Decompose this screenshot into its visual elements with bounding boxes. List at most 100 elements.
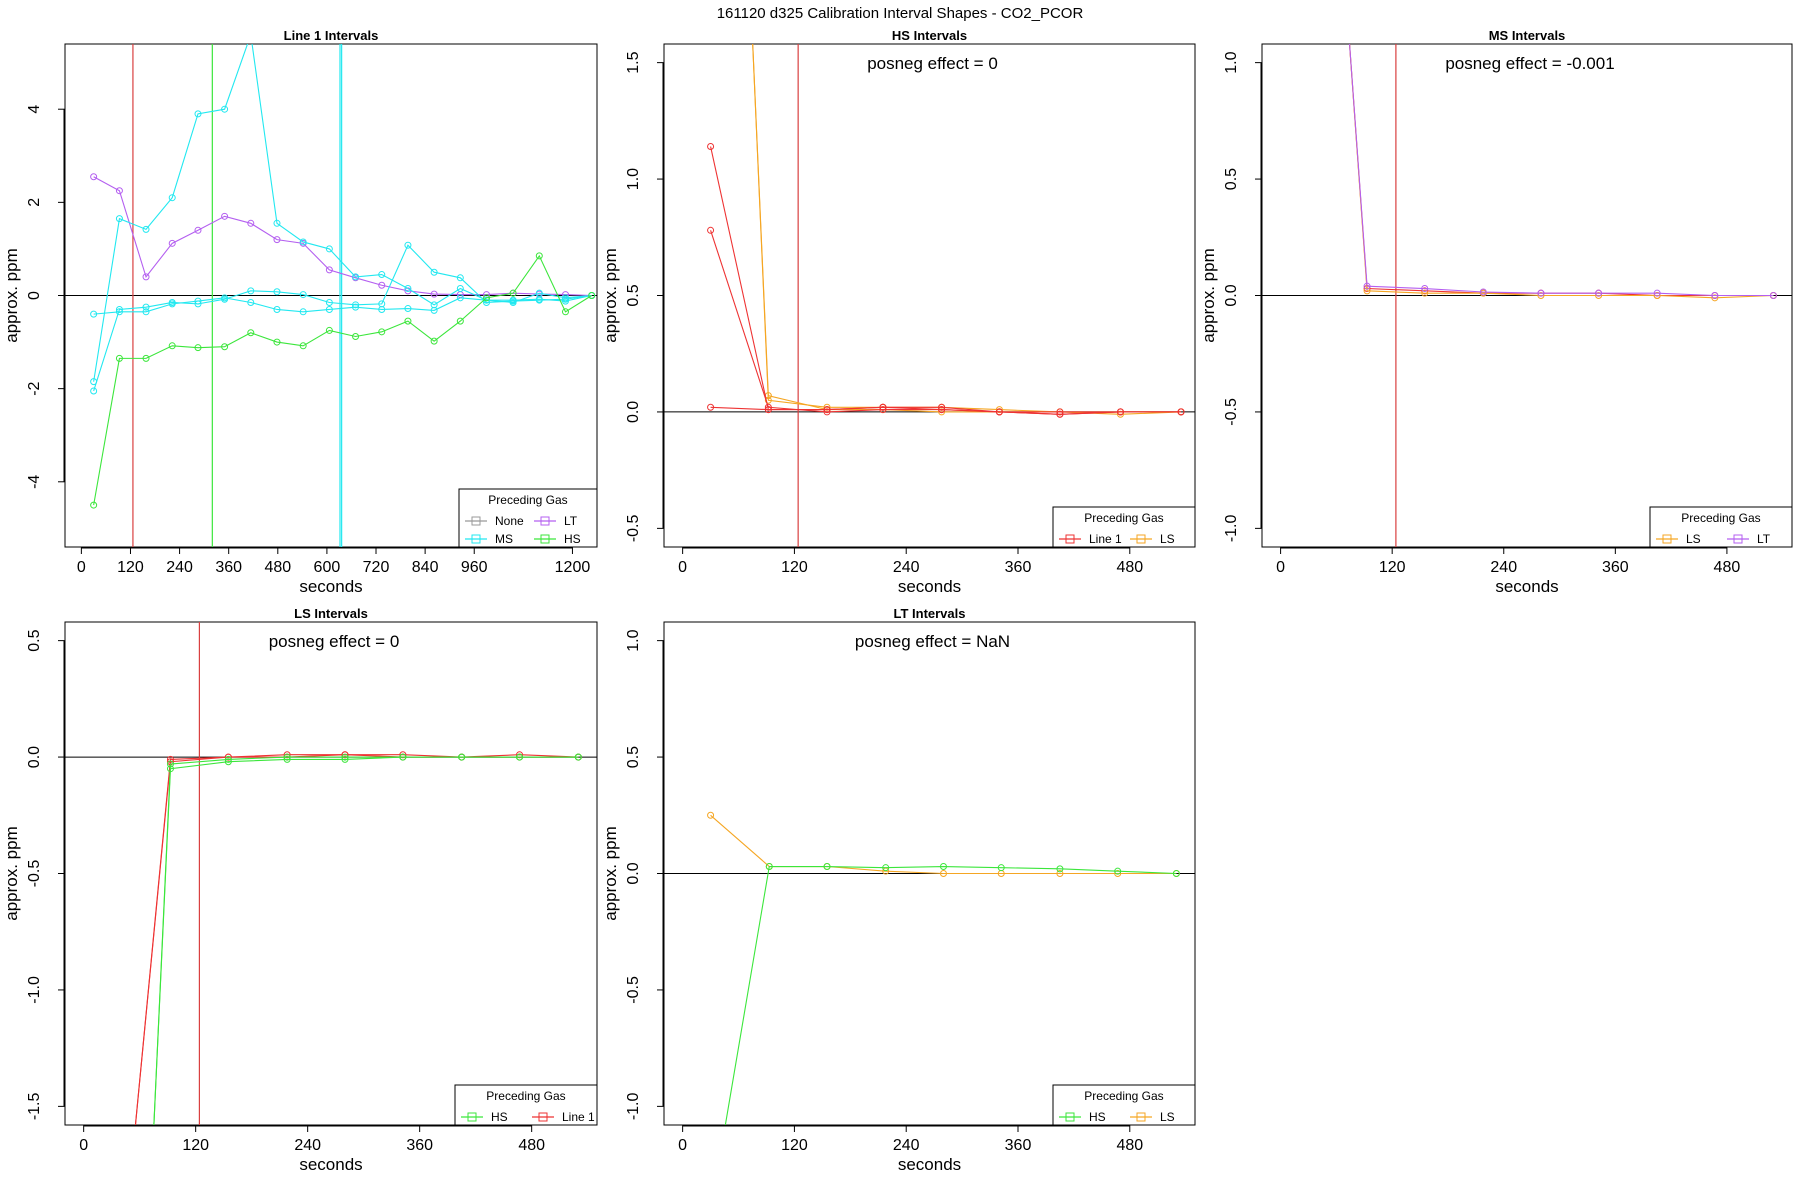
data-point (1116, 408, 1124, 416)
data-point (1116, 410, 1124, 418)
data-point (399, 753, 407, 761)
data-point (1056, 865, 1064, 873)
legend-title: Preceding Gas (488, 493, 567, 507)
y-tick-label: 0.5 (1223, 168, 1240, 190)
data-point (325, 245, 333, 253)
data-point (194, 226, 202, 234)
data-point (299, 291, 307, 299)
x-tick-label: 480 (264, 559, 291, 576)
x-tick-label: 840 (412, 559, 439, 576)
data-point (168, 300, 176, 308)
posneg-annotation: posneg effect = NaN (855, 632, 1010, 651)
data-point (325, 326, 333, 334)
plot-frame (64, 621, 598, 1126)
data-point (325, 298, 333, 306)
data-point (750, 36, 756, 42)
data-point (535, 295, 543, 303)
data-point (115, 187, 123, 195)
legend-swatch-marker (1733, 534, 1743, 544)
data-point (561, 297, 569, 305)
data-point (1114, 867, 1122, 875)
data-point (456, 285, 464, 293)
legend-entry: None (495, 514, 524, 528)
y-tick-label: 1.5 (625, 51, 642, 73)
x-axis-label: seconds (898, 577, 961, 596)
data-point (938, 403, 946, 411)
data-point (483, 294, 491, 302)
data-point (194, 344, 202, 352)
series-line-lt (93, 176, 592, 297)
data-point (707, 811, 715, 819)
legend-box (1052, 1084, 1196, 1126)
data-point (823, 863, 831, 871)
data-point (1421, 285, 1429, 293)
posneg-annotation: posneg effect = 0 (269, 632, 400, 651)
data-point (224, 753, 232, 761)
x-tick-label: 240 (166, 559, 193, 576)
data-point (1653, 292, 1661, 299)
legend: Preceding Gas HS LS (1052, 1084, 1196, 1126)
data-point (115, 215, 123, 223)
series-line-lt (1349, 44, 1774, 297)
x-tick-label: 120 (117, 559, 144, 576)
data-point (707, 403, 715, 411)
data-point (115, 354, 123, 362)
chart-panel-4: LS Intervals 0 120 240 360 480 seconds -1.5 -1.0… (2, 606, 598, 1174)
figure-title: 161120 d325 Calibration Interval Shapes … (717, 5, 1084, 22)
data-point (378, 305, 386, 313)
legend-swatch-marker (538, 1112, 548, 1122)
legend: Preceding Gas Line 1 LS (1052, 506, 1196, 548)
data-point (168, 342, 176, 350)
data-point (194, 110, 202, 118)
legend-swatch-marker (1136, 534, 1146, 544)
y-axis: -0.5 0.0 0.5 1.0 1.5 (625, 51, 664, 542)
legend-entry: MS (495, 532, 513, 546)
x-tick-label: 360 (215, 559, 242, 576)
data-point (938, 408, 946, 416)
data-point (404, 241, 412, 249)
data-point (273, 305, 281, 313)
data-point (764, 396, 772, 404)
x-tick-label: 120 (781, 1137, 808, 1154)
data-point (1595, 289, 1603, 297)
panel-title: HS Intervals (892, 28, 967, 43)
data-point (273, 219, 281, 227)
y-tick-label: -1.0 (625, 1092, 642, 1120)
x-tick-label: 0 (678, 559, 687, 576)
data-point (168, 194, 176, 202)
data-point (221, 294, 229, 302)
data-point (1345, 13, 1351, 19)
data-point (764, 403, 772, 411)
data-point (995, 406, 1003, 414)
data-point (194, 297, 202, 305)
data-point (221, 105, 229, 113)
y-tick-label: 2 (26, 198, 43, 207)
data-point (1363, 282, 1371, 290)
data-point (399, 751, 407, 759)
y-tick-label: 1.0 (1223, 51, 1240, 73)
data-point (341, 755, 349, 763)
data-point (509, 296, 517, 304)
series-line-hs (153, 756, 579, 1125)
data-point (1421, 289, 1429, 297)
data-point (1177, 408, 1185, 416)
series-line-line-1 (710, 146, 1182, 415)
x-tick-label: 720 (363, 559, 390, 576)
legend-swatch-marker (1065, 1112, 1075, 1122)
legend-entry: Line 1 (1089, 532, 1122, 546)
plot-area (134, 622, 582, 1125)
series-line-ms (93, 44, 592, 382)
chart-panel-5: LT Intervals 0 120 240 360 480 seconds -1.0 -0.5… (601, 606, 1196, 1174)
data-point (142, 354, 150, 362)
data-point (273, 338, 281, 346)
data-point (1345, 13, 1351, 19)
posneg-annotation: posneg effect = 0 (867, 54, 998, 73)
data-point (115, 308, 123, 316)
legend: Preceding Gas LS LT (1649, 506, 1793, 548)
data-point (142, 303, 150, 311)
data-point (325, 266, 333, 274)
x-axis: 0 120 240 360 480 (678, 547, 1143, 576)
x-tick-label: 0 (1276, 559, 1285, 576)
data-point (879, 406, 887, 414)
y-tick-label: -1.5 (26, 1092, 43, 1120)
